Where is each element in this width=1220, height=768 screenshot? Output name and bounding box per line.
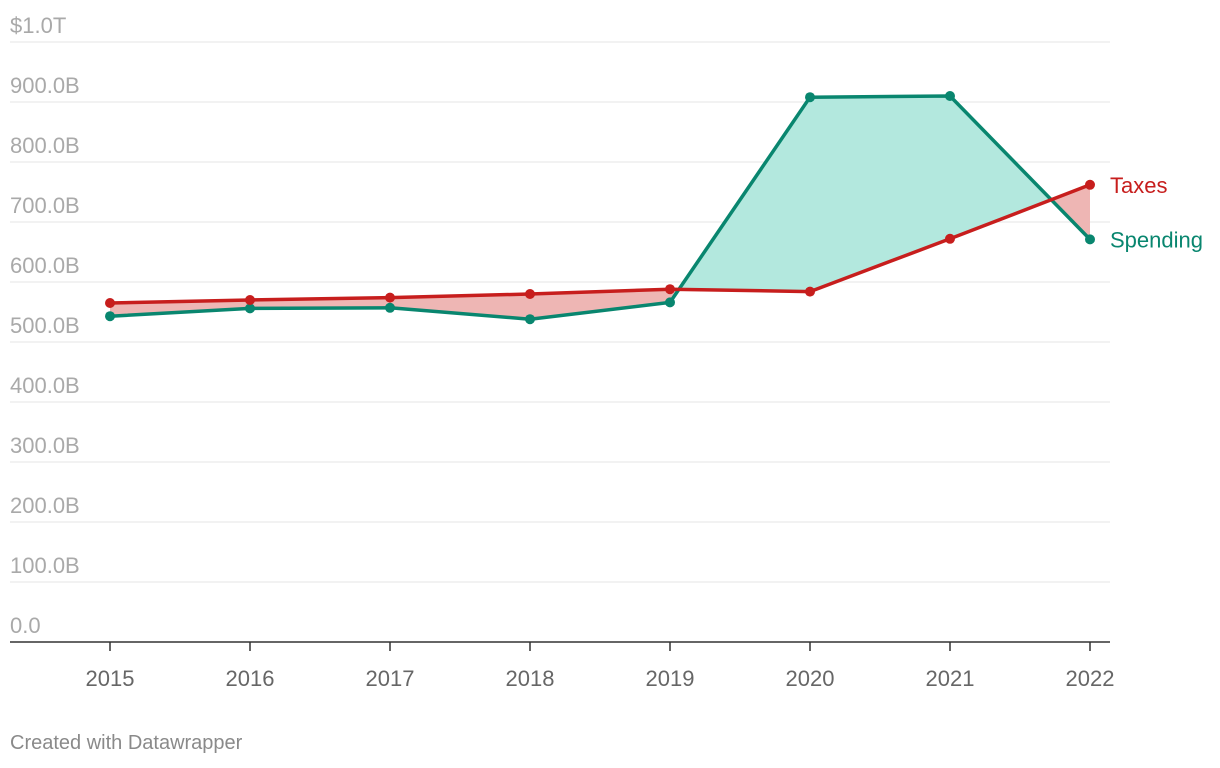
taxes-line (108, 183, 1092, 305)
spending-point (245, 303, 255, 314)
y-tick-label: $1.0T (10, 13, 66, 38)
taxes-above-spending-area (1051, 184, 1090, 240)
y-tick-label: 700.0B (10, 193, 80, 218)
y-tick-label: 800.0B (10, 133, 80, 158)
line-chart: 0.0 100.0B 200.0B 300.0B 400.0B 500.0B 600.0B 7… (10, 13, 1203, 691)
x-tick-label: 2020 (786, 666, 835, 691)
series-labels: Spending Taxes (1110, 173, 1203, 253)
spending-point (945, 91, 955, 101)
taxes-point (245, 295, 255, 305)
taxes-above-spending-area (530, 289, 670, 320)
x-tick-label: 2021 (926, 666, 975, 691)
x-tick-label: 2015 (86, 666, 135, 691)
spending-point (1085, 234, 1095, 245)
taxes-point (945, 233, 955, 244)
y-tick-label: 200.0B (10, 493, 80, 518)
y-tick-label: 100.0B (10, 553, 80, 578)
x-tick-label: 2018 (506, 666, 555, 691)
taxes-series-label: Taxes (1110, 173, 1167, 198)
series-points (105, 91, 1095, 325)
taxes-point (805, 286, 815, 297)
y-tick-label: 500.0B (10, 313, 80, 338)
spending-series-label: Spending (1110, 227, 1203, 252)
taxes-point (1085, 179, 1095, 190)
credit-text: Created with Datawrapper (10, 732, 243, 754)
y-tick-label: 400.0B (10, 373, 80, 398)
taxes-point (525, 289, 535, 299)
y-tick-label: 600.0B (10, 253, 80, 278)
gridlines (10, 41, 1110, 583)
axes: 0.0 100.0B 200.0B 300.0B 400.0B 500.0B 600.0B 7… (10, 13, 1114, 691)
spending-point (665, 297, 675, 308)
spending-point (805, 92, 815, 103)
taxes-above-spending-area (110, 300, 250, 317)
y-tick-label: 0.0 (10, 613, 41, 638)
spending-point (105, 311, 115, 322)
x-tick-label: 2016 (226, 666, 275, 691)
x-tick-label: 2017 (366, 666, 415, 691)
x-tick-label: 2019 (646, 666, 695, 691)
spending-line (108, 94, 1092, 321)
x-tick-label: 2022 (1066, 666, 1115, 691)
spending-above-taxes-area (810, 96, 950, 292)
spending-point (385, 302, 395, 313)
y-tick-label: 300.0B (10, 433, 80, 458)
series-lines (108, 94, 1092, 321)
y-tick-label: 900.0B (10, 73, 80, 98)
spending-point (525, 314, 535, 325)
taxes-point (665, 284, 675, 295)
taxes-point (385, 292, 395, 303)
taxes-above-spending-area (390, 294, 530, 320)
spending-above-taxes-area (950, 96, 1052, 239)
taxes-point (105, 298, 115, 308)
difference-areas (110, 96, 1090, 320)
